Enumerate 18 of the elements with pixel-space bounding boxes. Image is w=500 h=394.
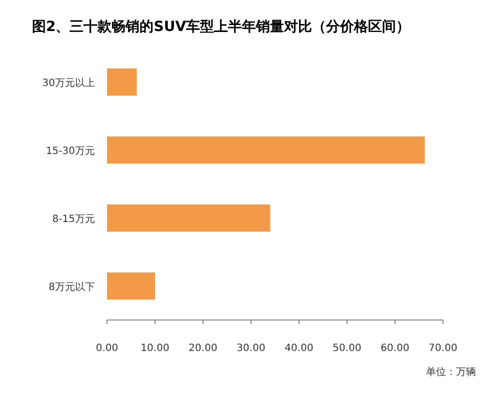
bar <box>107 272 155 300</box>
bar <box>107 68 137 96</box>
x-tick-label: 0.00 <box>96 343 118 354</box>
x-tick-label: 40.00 <box>284 343 314 354</box>
x-tick-label: 60.00 <box>380 343 410 354</box>
y-tick-label: 8-15万元 <box>52 214 95 225</box>
x-tick-label: 10.00 <box>140 343 170 354</box>
y-tick-label: 15-30万元 <box>46 146 95 157</box>
x-tick-label: 50.00 <box>332 343 362 354</box>
bar <box>107 204 270 232</box>
y-tick-label: 8万元以下 <box>48 281 95 293</box>
chart-title: 图2、三十款畅销的SUV车型上半年销量对比（分价格区间） <box>32 18 410 35</box>
bar <box>107 136 425 164</box>
y-tick-label: 30万元以上 <box>42 77 95 89</box>
x-tick-label: 30.00 <box>236 343 266 354</box>
x-tick-label: 20.00 <box>188 343 218 354</box>
text: 单位：万辆 <box>426 366 476 378</box>
x-tick-label: 70.00 <box>428 343 458 354</box>
